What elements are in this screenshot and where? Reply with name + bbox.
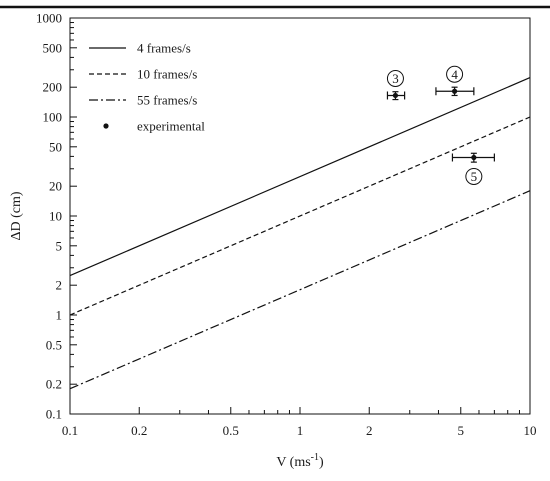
legend-label: 55 frames/s (137, 93, 197, 108)
y-tick-label: 1000 (36, 11, 62, 26)
x-tick-label: 0.2 (131, 423, 147, 438)
x-tick-label: 2 (366, 423, 373, 438)
x-axis-ticks: 0.1 0.2 0.5 1 2 5 10 (62, 407, 537, 438)
legend-label: experimental (137, 119, 205, 134)
y-tick-label: 1 (56, 308, 63, 323)
x-tick-label: 0.1 (62, 423, 78, 438)
y-tick-label: 50 (49, 139, 62, 154)
y-axis-title: ΔD (cm) (9, 191, 24, 240)
legend-label: 10 frames/s (137, 67, 197, 82)
x-tick-label: 10 (524, 423, 537, 438)
point-label: 4 (451, 67, 458, 82)
experimental-points: 3 4 5 (386, 65, 495, 185)
x-tick-label: 5 (458, 423, 465, 438)
point-label-circle (465, 167, 483, 185)
series-lines (69, 77, 531, 390)
y-tick-label: 0.5 (46, 337, 62, 352)
y-tick-label: 5 (56, 238, 63, 253)
point-label-circle (386, 69, 404, 87)
legend: 4 frames/s 10 frames/s 55 frames/s experime… (89, 41, 205, 134)
point-label-circle (446, 65, 464, 83)
y-tick-label: 0.1 (46, 407, 62, 422)
series-line-dashdot (69, 190, 531, 390)
series-line-dashed (69, 116, 531, 316)
x-axis-title: V (ms-1) (276, 452, 324, 470)
point-label: 5 (471, 169, 478, 184)
experimental-point (471, 154, 477, 161)
series-line-solid (69, 77, 531, 277)
point-label: 3 (392, 71, 399, 86)
experimental-point (392, 92, 399, 99)
y-axis-ticks: 0.1 0.2 0.5 1 2 5 10 20 50 100 200 500 1000 (36, 11, 77, 422)
experimental-point (451, 88, 458, 94)
x-tick-label: 0.5 (223, 423, 239, 438)
y-tick-label: 500 (43, 40, 63, 55)
legend-label: 4 frames/s (137, 41, 191, 56)
legend-swatch-point (103, 123, 109, 129)
y-tick-label: 10 (49, 209, 62, 224)
y-tick-label: 100 (43, 110, 63, 125)
y-tick-label: 2 (56, 278, 63, 293)
y-tick-label: 20 (49, 179, 62, 194)
y-tick-label: 0.2 (46, 377, 62, 392)
x-tick-label: 1 (297, 423, 304, 438)
y-tick-label: 200 (43, 80, 63, 95)
